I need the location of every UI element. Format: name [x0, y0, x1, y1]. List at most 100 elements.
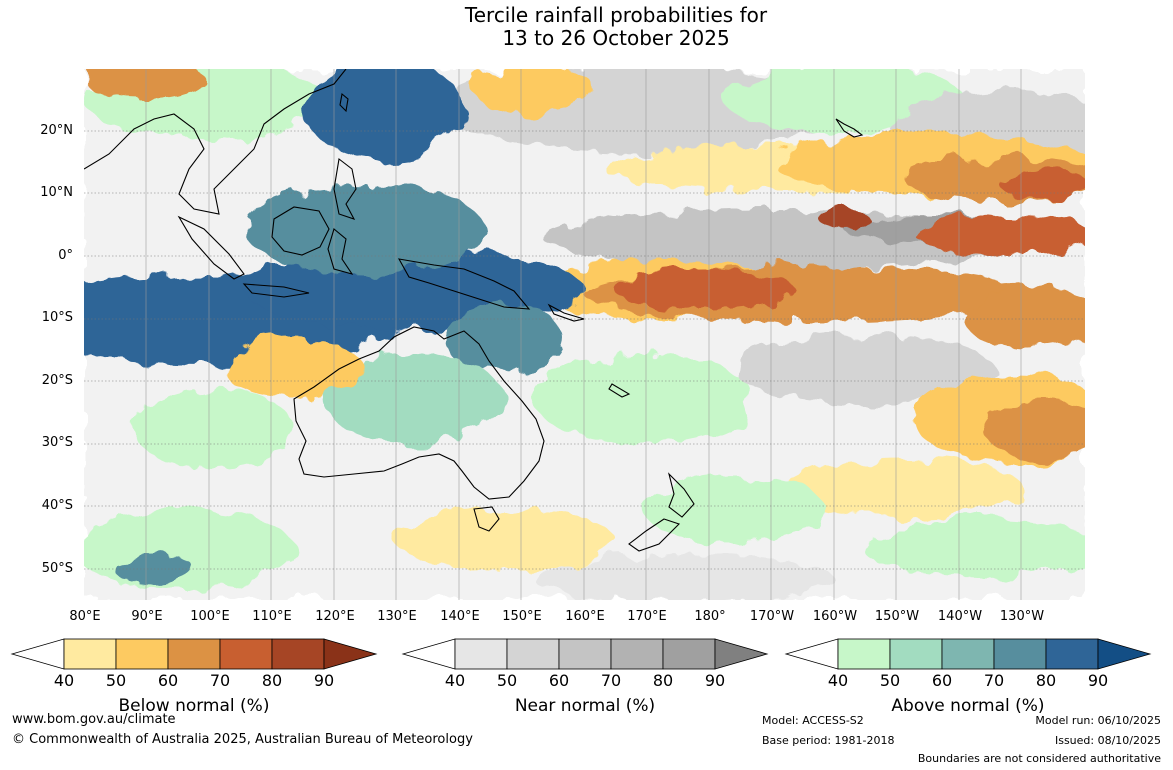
below-legend-swatch-5	[271, 638, 325, 670]
copyright-text: © Commonwealth of Australia 2025, Austra…	[12, 732, 473, 747]
new-caledonia-coast	[608, 383, 631, 398]
lat-label-50s: 50°S	[41, 561, 73, 576]
near-legend-swatch-4	[610, 638, 664, 670]
above-tick-40: 40	[827, 671, 849, 690]
borneo-coast	[271, 206, 330, 256]
coastlines	[84, 69, 864, 552]
below-tick-70: 70	[209, 671, 231, 690]
nz-north-coast	[667, 472, 695, 518]
above-tick-70: 70	[983, 671, 1005, 690]
below-normal-title: Below normal (%)	[118, 696, 270, 716]
lon-label-170w: 170°W	[749, 609, 795, 624]
nz-south-coast	[628, 518, 681, 552]
near-tick-40: 40	[444, 671, 466, 690]
lat-label-equator: 0°	[58, 248, 73, 263]
lon-label-160e: 160°E	[565, 609, 605, 624]
sumatra-coast	[177, 215, 245, 280]
lon-label-100e: 100°E	[190, 609, 230, 624]
field-layer	[84, 69, 1085, 600]
above-normal-colorbar	[784, 638, 1152, 670]
solomon-coast	[547, 303, 585, 322]
near-legend-swatch-0	[401, 638, 456, 670]
latitude-lines	[84, 130, 1085, 570]
above-legend-swatch-6	[1097, 638, 1152, 670]
map-title: Tercile rainfall probabilities for 13 to…	[0, 4, 1173, 50]
lat-label-20s: 20°S	[41, 373, 73, 388]
below-tick-40: 40	[53, 671, 75, 690]
lon-label-130e: 130°E	[377, 609, 417, 624]
near-legend-swatch-1	[454, 638, 508, 670]
lat-label-10n: 10°N	[40, 185, 73, 200]
above-legend-swatch-5	[1045, 638, 1099, 670]
above-normal-title: Above normal (%)	[891, 696, 1045, 716]
below-tick-60: 60	[157, 671, 179, 690]
tasmania-coast	[473, 506, 500, 532]
near-legend-swatch-3	[558, 638, 612, 670]
near-tick-70: 70	[600, 671, 622, 690]
probability-map	[84, 69, 1085, 600]
below-tick-50: 50	[105, 671, 127, 690]
lon-label-110e: 110°E	[252, 609, 292, 624]
title-line-2: 13 to 26 October 2025	[502, 26, 730, 50]
near-legend-swatch-6	[714, 638, 769, 670]
above-tick-60: 60	[931, 671, 953, 690]
title-line-1: Tercile rainfall probabilities for	[464, 3, 768, 27]
lon-label-150w: 150°W	[874, 609, 920, 624]
website-link[interactable]: www.bom.gov.au/climate	[12, 712, 176, 727]
lon-label-180: 180°	[694, 609, 726, 624]
near-tick-90: 90	[704, 671, 726, 690]
below-legend-swatch-2	[115, 638, 169, 670]
near-normal-colorbar	[401, 638, 769, 670]
lon-label-150e: 150°E	[502, 609, 542, 624]
new-guinea-coast	[397, 258, 531, 310]
above-legend-swatch-3	[941, 638, 995, 670]
hawaii-coast	[835, 118, 864, 138]
se-asia-coast	[84, 69, 347, 215]
near-tick-60: 60	[548, 671, 570, 690]
taiwan-coast	[339, 92, 349, 113]
near-legend-swatch-2	[506, 638, 560, 670]
lat-label-10s: 10°S	[41, 310, 73, 325]
below-tick-90: 90	[313, 671, 335, 690]
issued-date: Issued: 08/10/2025	[1054, 734, 1161, 747]
lon-label-140w: 140°W	[937, 609, 983, 624]
near-normal-title: Near normal (%)	[514, 696, 656, 716]
lon-label-160w: 160°W	[812, 609, 858, 624]
map-canvas	[84, 69, 1085, 600]
lon-label-130w: 130°W	[999, 609, 1045, 624]
above-tick-90: 90	[1087, 671, 1109, 690]
below-legend-swatch-3	[167, 638, 221, 670]
lon-label-90e: 90°E	[131, 609, 163, 624]
below-legend-swatch-4	[219, 638, 273, 670]
above-legend-swatch-4	[993, 638, 1047, 670]
philippines-coast	[333, 158, 357, 220]
below-normal-colorbar	[10, 638, 378, 670]
australia-coast	[293, 326, 545, 500]
near-tick-80: 80	[652, 671, 674, 690]
near-tick-50: 50	[496, 671, 518, 690]
above-legend-swatch-1	[837, 638, 891, 670]
lon-label-120e: 120°E	[315, 609, 355, 624]
above-legend-swatch-0	[784, 638, 839, 670]
sulawesi-coast	[327, 228, 354, 275]
lat-label-30s: 30°S	[41, 435, 73, 450]
above-legend-swatch-2	[889, 638, 943, 670]
model-run-date: Model run: 06/10/2025	[1035, 714, 1161, 727]
above-tick-50: 50	[879, 671, 901, 690]
boundaries-disclaimer: Boundaries are not considered authoritat…	[917, 752, 1161, 765]
below-legend-swatch-6	[323, 638, 378, 670]
lat-label-40s: 40°S	[41, 498, 73, 513]
below-legend-swatch-0	[10, 638, 65, 670]
model-name: Model: ACCESS-S2	[762, 714, 864, 727]
lon-label-80e: 80°E	[69, 609, 101, 624]
java-coast	[242, 283, 310, 298]
below-legend-swatch-1	[63, 638, 117, 670]
lat-label-20n: 20°N	[40, 123, 73, 138]
lon-label-140e: 140°E	[440, 609, 480, 624]
lon-label-170e: 170°E	[627, 609, 667, 624]
graticule	[145, 69, 1022, 600]
near-legend-swatch-5	[662, 638, 716, 670]
above-tick-80: 80	[1035, 671, 1057, 690]
below-tick-80: 80	[261, 671, 283, 690]
base-period: Base period: 1981-2018	[762, 734, 895, 747]
